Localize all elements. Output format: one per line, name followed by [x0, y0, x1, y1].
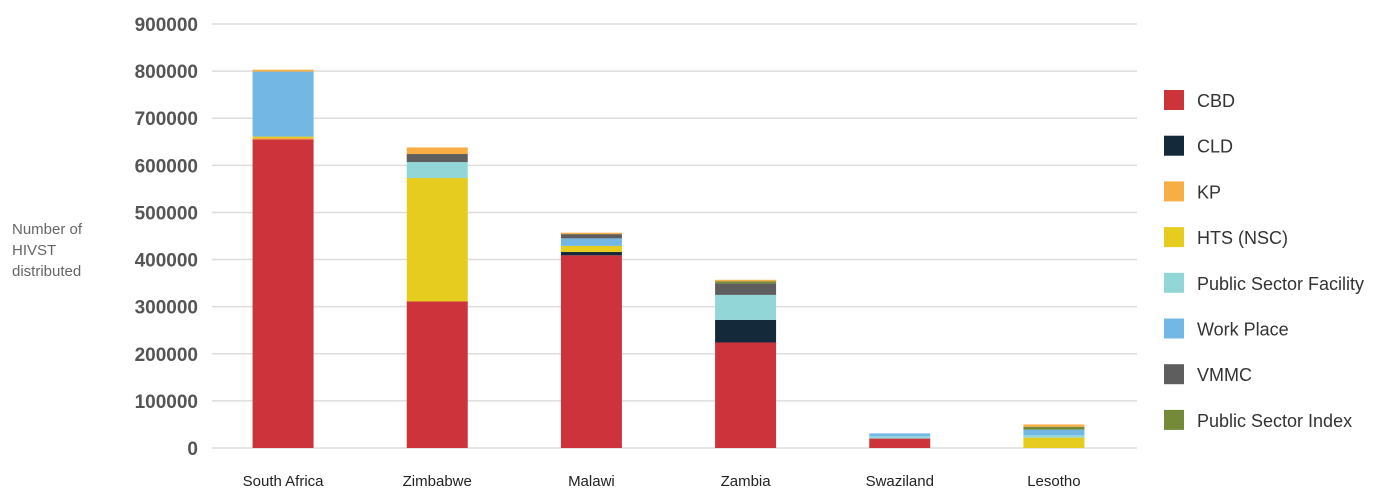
y-axis-label: Number of HIVST distributed — [12, 221, 83, 280]
legend: CBD CLD KP HTS (NSC) Public Sector Facility W… — [1164, 90, 1364, 431]
bar-segment — [560, 255, 622, 448]
y-axis-ticks: 0 100000 200000 300000 400000 500000 600000 700… — [135, 15, 198, 460]
x-tick-label: Lesotho — [1027, 473, 1080, 489]
legend-swatch — [1164, 227, 1184, 248]
y-axis-label-line: HIVST — [12, 242, 56, 259]
y-tick-label: 900000 — [135, 15, 198, 36]
y-tick-label: 100000 — [135, 392, 198, 413]
bar-segment — [715, 342, 777, 448]
bar-segment — [560, 252, 622, 256]
bar-segment — [715, 279, 777, 282]
x-tick-label: Malawi — [568, 473, 615, 489]
legend-label: Public Sector Index — [1197, 411, 1352, 431]
bar-segment — [252, 136, 314, 139]
bar-segment — [252, 139, 314, 448]
legend-label: CLD — [1197, 137, 1233, 157]
bar-segment — [715, 294, 777, 320]
bars — [252, 69, 1085, 448]
bar-segment — [406, 147, 468, 155]
x-tick-label: Zimbabwe — [403, 473, 472, 489]
bar-segment — [869, 433, 931, 437]
legend-swatch — [1164, 272, 1184, 293]
legend-label: Work Place — [1197, 320, 1289, 340]
y-tick-label: 300000 — [135, 298, 198, 319]
x-axis-ticks: South Africa Zimbabwe Malawi Zambia Swazilan… — [243, 473, 1081, 489]
legend-label: KP — [1197, 182, 1221, 202]
y-tick-label: 700000 — [135, 109, 198, 130]
y-tick-label: 800000 — [135, 62, 198, 83]
bar-segment — [715, 283, 777, 295]
bar-segment — [252, 69, 314, 72]
bar-segment — [252, 71, 314, 137]
bar-segment — [1023, 424, 1085, 427]
legend-swatch — [1164, 135, 1184, 156]
bar-segment — [406, 154, 468, 163]
legend-label: VMMC — [1197, 365, 1252, 385]
bar-segment — [406, 162, 468, 179]
x-tick-label: Zambia — [721, 473, 772, 489]
y-axis-label-line: Number of — [12, 221, 83, 238]
legend-swatch — [1164, 409, 1184, 430]
bar-segment — [560, 232, 622, 235]
bar-segment — [560, 234, 622, 239]
bar-segment — [715, 281, 777, 284]
bar-segment — [1023, 435, 1085, 438]
gridlines — [212, 23, 1137, 449]
y-tick-label: 400000 — [135, 251, 198, 272]
bar-segment — [1023, 437, 1085, 448]
bar-segment — [715, 319, 777, 343]
x-tick-label: Swaziland — [866, 473, 934, 489]
legend-label: HTS (NSC) — [1197, 228, 1288, 248]
y-tick-label: 0 — [187, 439, 198, 460]
legend-swatch — [1164, 90, 1184, 110]
bar-segment — [406, 301, 468, 448]
bar-segment — [406, 178, 468, 302]
legend-swatch — [1164, 364, 1184, 385]
y-axis-label-line: distributed — [12, 263, 81, 280]
y-tick-label: 500000 — [135, 203, 198, 224]
bar-segment — [1023, 429, 1085, 436]
legend-label: Public Sector Facility — [1197, 274, 1364, 294]
x-tick-label: South Africa — [243, 473, 325, 489]
bar-segment — [560, 238, 622, 246]
legend-swatch — [1164, 318, 1184, 339]
y-tick-label: 600000 — [135, 156, 198, 177]
bar-segment — [869, 436, 931, 439]
legend-label: CBD — [1197, 91, 1235, 111]
bar-segment — [869, 438, 931, 448]
bar-segment — [560, 245, 622, 253]
bar-segment — [1023, 426, 1085, 430]
y-tick-label: 200000 — [135, 345, 198, 366]
legend-swatch — [1164, 181, 1184, 202]
bar-segment — [252, 138, 314, 140]
